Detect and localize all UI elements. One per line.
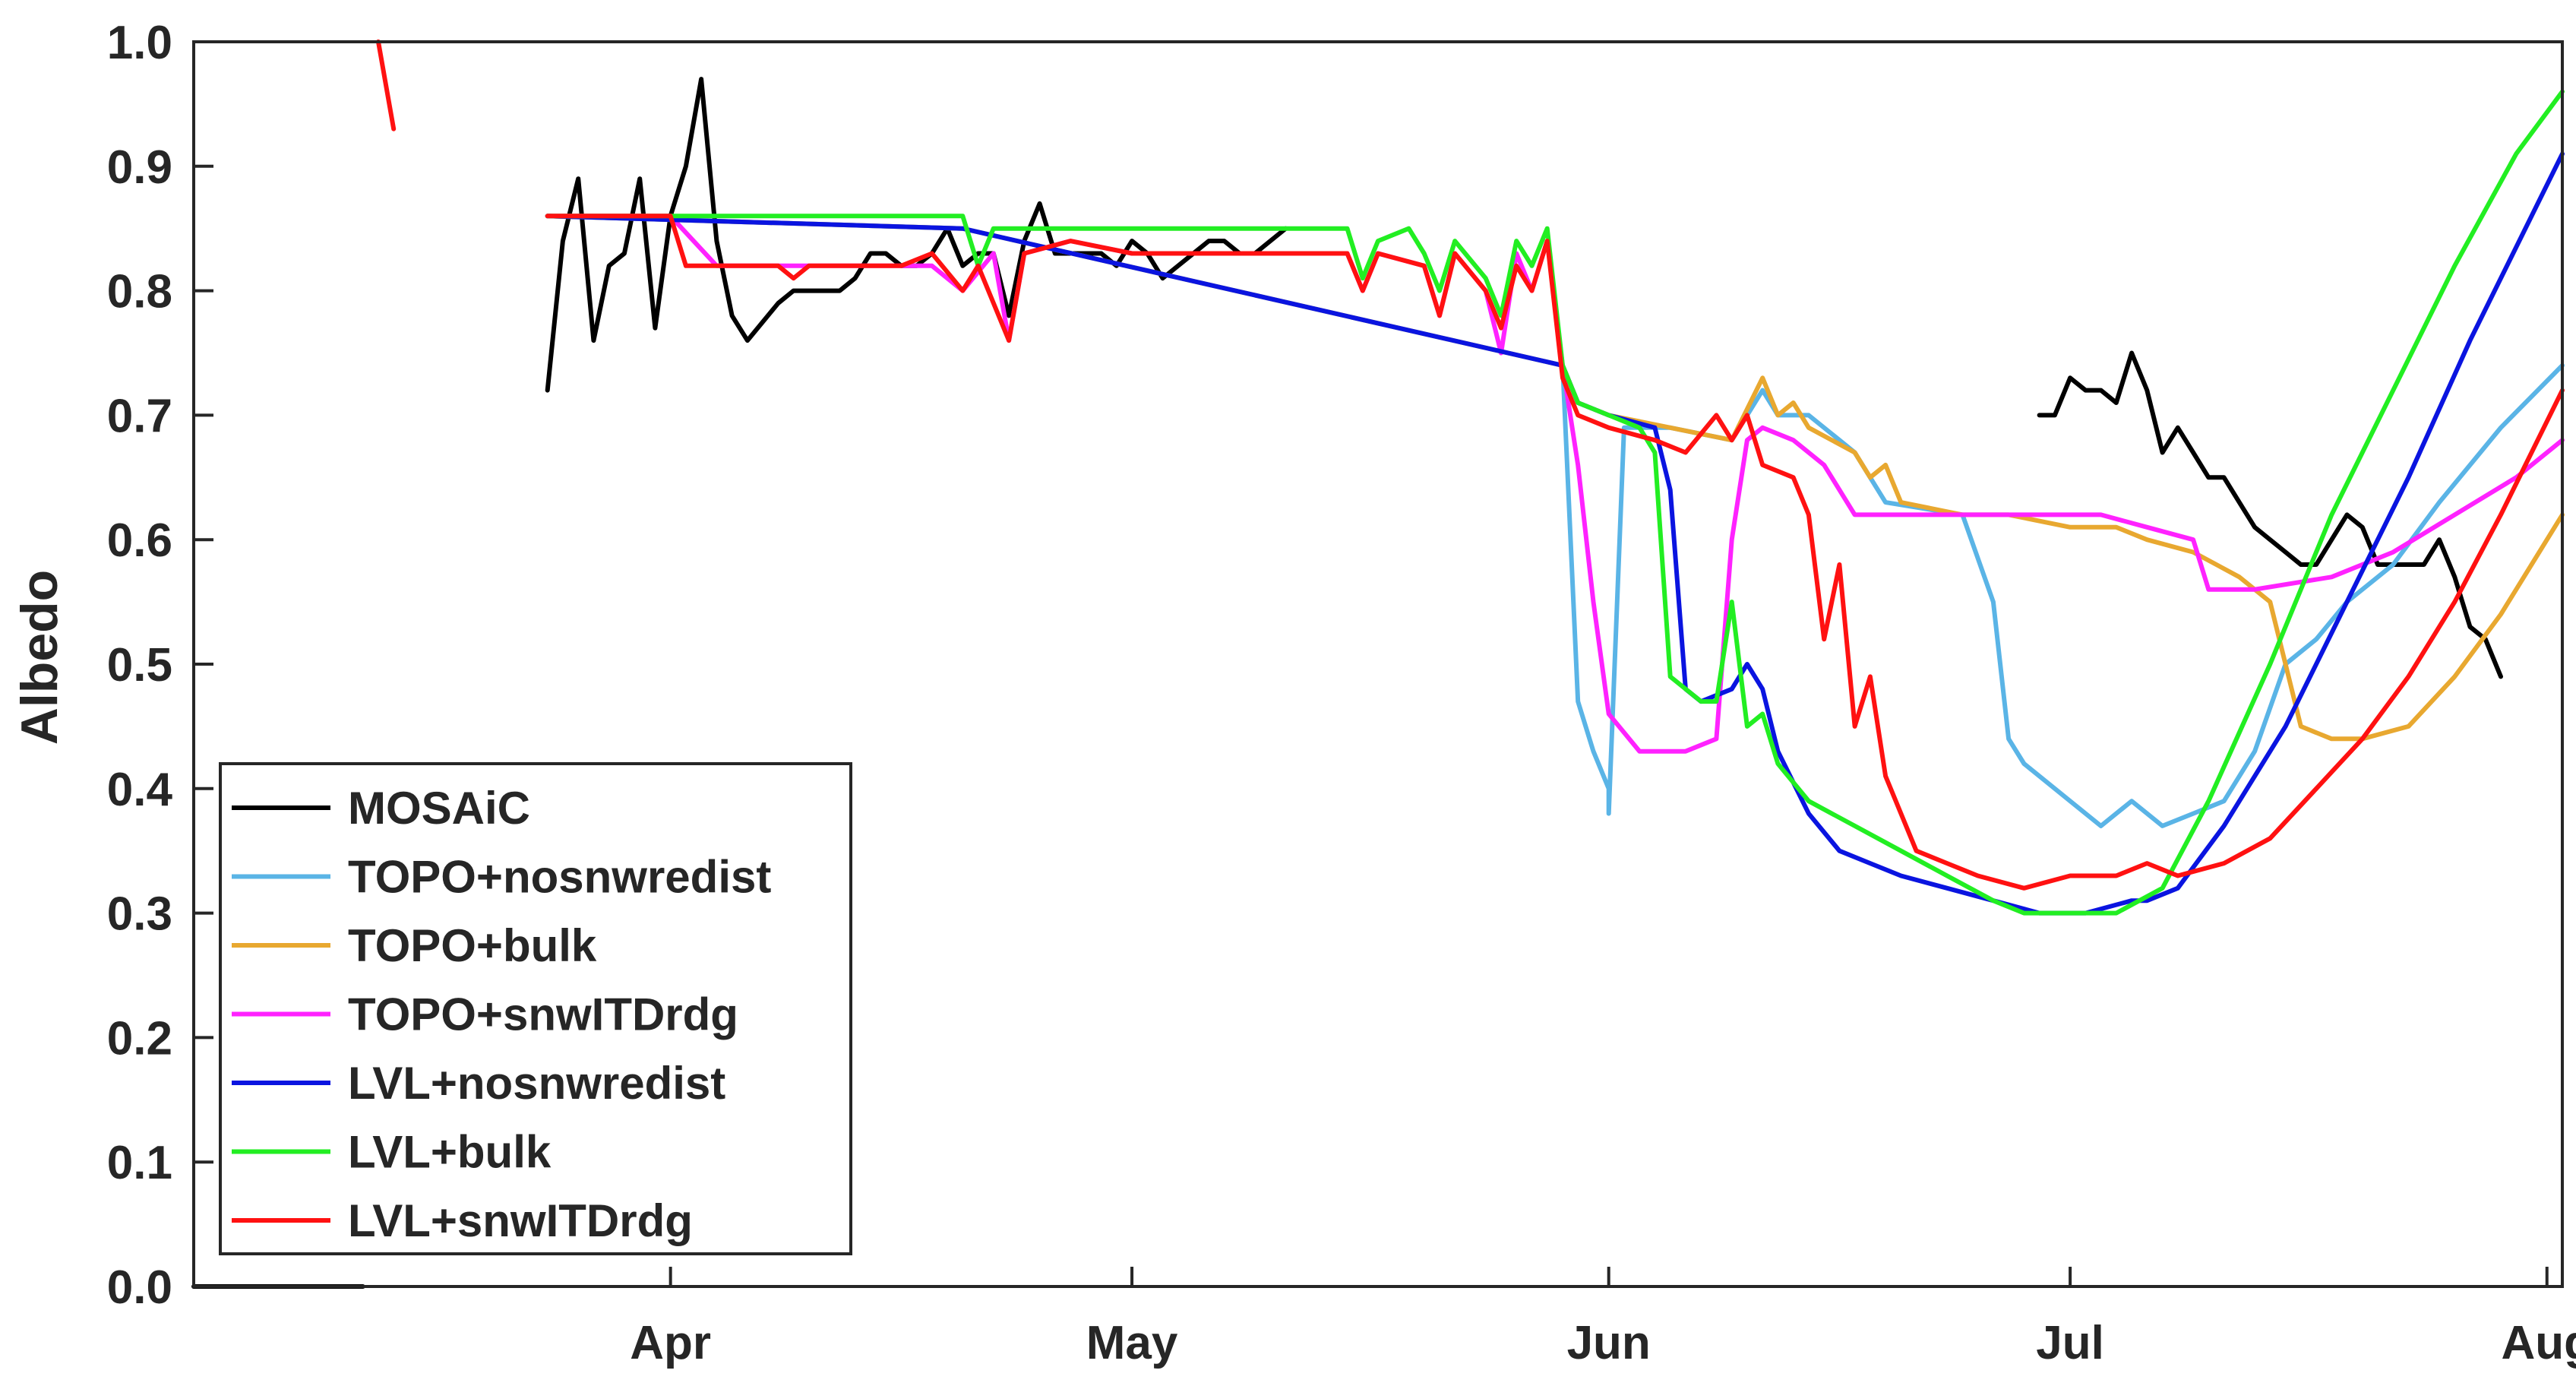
legend-box	[219, 762, 852, 1255]
legend-label: LVL+nosnwredist	[348, 1058, 725, 1109]
y-tick-label: 0.3	[107, 888, 172, 941]
x-tick-label: Apr	[630, 1317, 711, 1369]
legend: MOSAiC TOPO+nosnwredist TOPO+bulk TOPO+snwI…	[219, 762, 852, 1255]
series-line-mosaic-seg-1	[545, 77, 1288, 393]
legend-label: LVL+bulk	[348, 1127, 552, 1178]
legend-label: LVL+snwITDrdg	[348, 1195, 693, 1246]
series-layer	[191, 40, 2565, 1289]
series-line-lvl-snwitdrdg-seg-1	[545, 214, 2565, 891]
x-tick-label: Aug	[2501, 1317, 2576, 1369]
series-line-lvl-snwitdrdg-seg-0	[376, 40, 397, 131]
y-tick-label: 0.6	[107, 514, 172, 567]
legend-label: TOPO+snwITDrdg	[348, 989, 738, 1040]
y-tick-label: 0.0	[107, 1261, 172, 1314]
x-tick-label: Jun	[1567, 1317, 1651, 1369]
y-tick-label: 0.4	[107, 764, 173, 816]
x-tick-label: May	[1086, 1317, 1178, 1369]
y-axis-label: Albedo	[11, 570, 68, 745]
series-line-lvl-nosnwredist-seg-0	[545, 151, 2565, 916]
series-line-mosaic-seg-2	[2037, 350, 2503, 679]
y-tick-label: 0.1	[107, 1137, 172, 1189]
axes-layer: 0.0 0.1 0.2 0.3 0.4 0.5 0.6 0.7 0.8 0.9 1.0 Apr May J…	[107, 17, 2576, 1369]
x-tick-label: Jul	[2036, 1317, 2104, 1369]
legend-label: MOSAiC	[348, 783, 530, 834]
y-tick-label: 0.5	[107, 639, 172, 692]
legend-label: TOPO+nosnwredist	[348, 852, 771, 903]
series-line-topo-snwitdrdg-seg-0	[545, 214, 2565, 754]
legend-label: TOPO+bulk	[348, 920, 597, 971]
y-tick-label: 0.7	[107, 390, 172, 442]
y-tick-label: 0.8	[107, 266, 172, 318]
y-tick-label: 1.0	[107, 17, 172, 69]
series-line-lvl-bulk-seg-0	[545, 89, 2565, 916]
y-tick-label: 0.9	[107, 141, 172, 194]
series-line-topo-nosnwredist-seg-0	[545, 214, 2565, 828]
y-tick-label: 0.2	[107, 1012, 172, 1065]
